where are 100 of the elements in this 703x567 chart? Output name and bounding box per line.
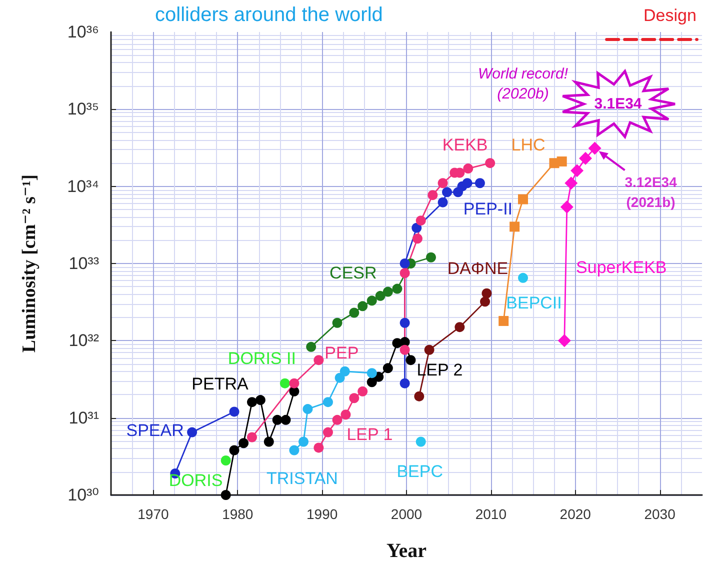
series-label: PEP — [324, 344, 359, 363]
chart-title: colliders around the world — [155, 4, 383, 26]
x-tick-label: 2000 — [390, 506, 422, 522]
point — [238, 438, 249, 448]
x-axis-title: Year — [386, 540, 427, 562]
x-tick-label: 2030 — [644, 506, 676, 522]
series-label: TRISTAN — [266, 468, 338, 488]
y-tick-label: 10³² — [68, 331, 100, 350]
point — [482, 288, 492, 298]
point — [485, 158, 496, 168]
point — [280, 414, 291, 425]
point — [480, 296, 490, 307]
point — [400, 378, 410, 388]
series-label: LEP 1 — [346, 425, 393, 444]
point — [264, 436, 274, 447]
point — [498, 316, 509, 326]
series-label: DORIS — [168, 470, 223, 490]
point — [340, 410, 351, 420]
point — [382, 286, 393, 297]
series-label: PETRA — [192, 374, 249, 394]
point — [314, 355, 324, 366]
point — [220, 455, 231, 466]
point — [564, 176, 578, 190]
point — [438, 197, 448, 208]
point — [462, 178, 472, 188]
point — [560, 200, 574, 214]
x-tick-label: 1980 — [222, 506, 254, 522]
y-tick-label: 10³⁰ — [68, 486, 100, 504]
x-tick-label: 2010 — [475, 506, 507, 522]
x-tick-label: 2020 — [560, 506, 592, 522]
annotation: 3.12E34 (2021b) — [624, 174, 678, 210]
point — [332, 414, 342, 425]
series-label: DAΦNE — [447, 258, 508, 278]
point — [424, 344, 434, 355]
point — [289, 378, 300, 388]
series-label: BEPCII — [506, 293, 562, 312]
point — [314, 442, 324, 453]
point — [416, 436, 426, 447]
point — [332, 318, 342, 328]
series-label: LHC — [511, 136, 546, 155]
point — [298, 436, 308, 447]
point — [247, 397, 257, 408]
point — [400, 258, 410, 268]
series-label: SuperKEKB — [576, 258, 667, 278]
point — [392, 284, 402, 294]
point — [416, 216, 426, 226]
point — [306, 342, 316, 352]
y-tick-label: 10³³ — [68, 254, 100, 273]
point — [289, 445, 300, 456]
point — [570, 164, 584, 178]
point — [442, 187, 452, 198]
point — [366, 368, 377, 378]
point — [220, 490, 231, 500]
point — [412, 222, 422, 233]
point — [414, 391, 424, 402]
point — [578, 152, 592, 165]
point — [322, 427, 333, 438]
series-label: CESR — [330, 263, 377, 282]
point — [229, 445, 240, 456]
point — [247, 432, 257, 442]
series-label: DORIS II — [228, 348, 296, 368]
point — [518, 194, 528, 204]
point — [400, 318, 410, 328]
point — [187, 427, 198, 438]
point — [229, 406, 240, 417]
point — [280, 378, 290, 388]
point — [349, 393, 360, 404]
point — [358, 386, 368, 396]
point — [382, 363, 393, 374]
point — [428, 190, 438, 200]
point — [400, 344, 410, 355]
point — [588, 142, 602, 155]
series-label: Design — [643, 6, 696, 25]
point — [426, 252, 436, 262]
x-tick-label: 1990 — [306, 506, 338, 522]
y-tick-label: 10³⁶ — [67, 22, 99, 42]
point — [400, 268, 410, 278]
series-label: KEKB — [442, 136, 488, 155]
point — [302, 404, 313, 414]
point — [358, 301, 368, 312]
point — [255, 395, 266, 406]
series-label: PEP-II — [463, 200, 513, 219]
point — [272, 414, 282, 425]
y-axis-title: Luminosity [cm⁻² s⁻¹] — [19, 174, 40, 353]
series-label: BEPC — [396, 462, 443, 482]
point — [438, 178, 448, 188]
point — [334, 372, 345, 383]
point — [375, 290, 386, 301]
point — [322, 397, 333, 408]
point — [518, 272, 528, 283]
y-tick-label: 10³⁴ — [67, 176, 99, 196]
point — [412, 234, 422, 244]
annotation: World record! (2020b) — [478, 66, 569, 102]
x-tick-label: 1970 — [138, 506, 169, 522]
series-label: SPEAR — [126, 420, 184, 440]
point — [474, 178, 485, 188]
point — [558, 334, 571, 348]
point — [340, 366, 350, 376]
point — [289, 386, 300, 396]
point — [454, 322, 465, 332]
